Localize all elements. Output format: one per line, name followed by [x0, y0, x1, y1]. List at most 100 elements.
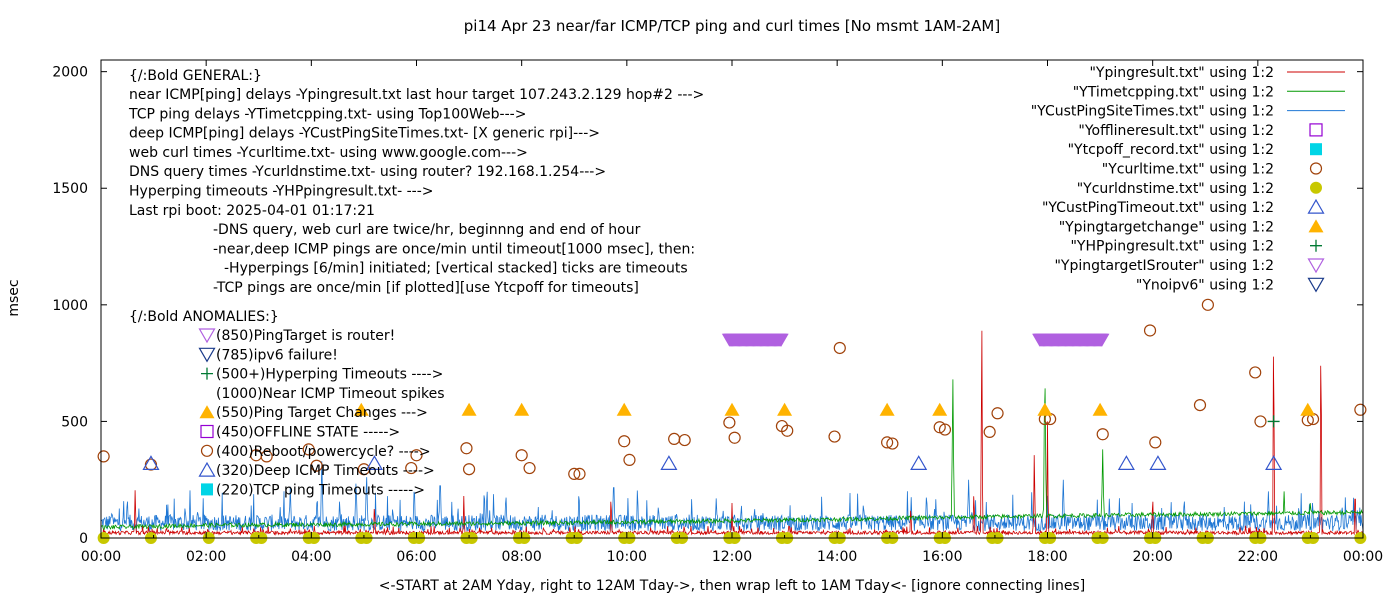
curl-point	[668, 432, 681, 446]
curl-point	[886, 437, 899, 450]
anomaly-symbol	[198, 461, 216, 477]
y-tick-label: 1000	[52, 298, 88, 314]
curl-point	[460, 442, 473, 455]
curl-point	[310, 459, 323, 472]
annotation-general-line: DNS query times -Ycurldnstime.txt- using…	[129, 164, 606, 180]
annotation-anomaly-line: (320)Deep ICMP Timeouts ---->	[216, 463, 435, 479]
annotation-anomaly-line: (400)Reboot/powercycle? ---->	[216, 444, 431, 460]
y-tick-label: 2000	[52, 65, 88, 81]
y-tick-label: 0	[79, 531, 88, 547]
plot-data	[97, 298, 1367, 544]
annotation-general-line: Hyperping timeouts -YHPpingresult.txt- -…	[129, 184, 434, 200]
annotation-general-line: web curl times -Ycurltime.txt- using www…	[129, 145, 528, 161]
x-axis-label: <-START at 2AM Yday, right to 12AM Tday-…	[379, 578, 1085, 594]
curl-point	[410, 449, 423, 462]
x-tick-label: 06:00	[396, 549, 436, 565]
legend-entry-label: "Ycurldnstime.txt" using 1:2	[1077, 181, 1274, 197]
curl-point	[933, 421, 946, 434]
legend-symbol-swatch	[1308, 219, 1324, 233]
deep-timeout-point	[1149, 455, 1167, 470]
x-tick-label: 22:00	[1238, 549, 1278, 565]
target-change-point	[932, 402, 948, 416]
deep-timeout-point	[910, 455, 928, 470]
curl-point	[515, 449, 528, 462]
curl-point	[462, 463, 476, 476]
legend-symbol-swatch	[1307, 277, 1325, 293]
x-tick-label: 16:00	[922, 549, 962, 565]
anomaly-symbol	[198, 347, 216, 363]
legend-entry-label: "Yofflineresult.txt" using 1:2	[1078, 123, 1274, 139]
deep-timeout-point	[660, 455, 678, 470]
curl-point	[723, 416, 736, 429]
curl-point	[1193, 398, 1207, 412]
deep-timeout-point	[1117, 455, 1135, 470]
annotation-note-line: -TCP pings are once/min [if plotted][use…	[213, 280, 639, 296]
annotation-anomaly-line: (220)TCP ping Timeouts ----->	[216, 482, 425, 498]
curl-point	[983, 425, 996, 439]
legend-entry-label: "Ypingresult.txt" using 1:2	[1089, 65, 1274, 81]
router-target-point	[1094, 333, 1110, 347]
legend-entry-label: "YCustPingSiteTimes.txt" using 1:2	[1031, 104, 1274, 120]
annotation-note-line: -DNS query, web curl are twice/hr, begin…	[213, 222, 641, 238]
target-change-point	[461, 402, 477, 416]
curl-point	[678, 433, 691, 447]
x-tick-label: 00:00	[1343, 549, 1383, 565]
series-line-tcp	[100, 379, 1364, 530]
annotation-anomaly-line: (500+)Hyperping Timeouts ---->	[216, 367, 443, 383]
target-change-point	[777, 402, 793, 416]
y-tick-label: 500	[61, 414, 88, 430]
legend-entry-label: "Ytcpoff_record.txt" using 1:2	[1068, 142, 1274, 158]
anomaly-symbol	[201, 483, 213, 496]
x-tick-label: 12:00	[712, 549, 752, 565]
x-tick-label: 04:00	[291, 549, 331, 565]
curl-point	[1201, 298, 1214, 311]
target-change-point	[353, 402, 369, 416]
target-change-point	[1037, 402, 1053, 416]
curl-point	[1354, 403, 1367, 416]
target-change-point	[514, 402, 530, 416]
legend-entry-label: "Ypingtargetchange" using 1:2	[1059, 219, 1274, 235]
curl-point	[881, 436, 894, 449]
chart-title: pi14 Apr 23 near/far ICMP/TCP ping and c…	[464, 17, 1000, 35]
curl-point	[97, 450, 110, 463]
legend-entry-label: "Ycurltime.txt" using 1:2	[1102, 162, 1274, 178]
x-tick-label: 00:00	[81, 549, 121, 565]
legend-symbol-swatch	[1310, 143, 1322, 156]
curl-point	[568, 467, 581, 480]
annotation-anomaly-line: (850)PingTarget is router!	[216, 328, 395, 344]
curl-point	[938, 423, 952, 436]
annotation-note-line: -near,deep ICMP pings are once/min until…	[213, 241, 695, 257]
curl-point	[728, 431, 741, 444]
deep-timeout-point	[142, 455, 160, 470]
curl-point	[1096, 428, 1109, 441]
annotation-anomalies-header: {/:Bold ANOMALIES:}	[129, 309, 279, 325]
annotation-general-line: near ICMP[ping] delays -Ypingresult.txt …	[129, 87, 704, 103]
deep-timeout-point	[365, 455, 383, 470]
curl-point	[833, 341, 846, 355]
curl-point	[144, 458, 158, 471]
anomaly-symbol	[201, 367, 213, 380]
router-target-point	[773, 333, 789, 347]
curl-point	[991, 407, 1004, 420]
curl-point	[623, 453, 636, 466]
annotation-general-line: Last rpi boot: 2025-04-01 01:17:21	[129, 203, 375, 219]
annotation-anomaly-line: (450)OFFLINE STATE ----->	[216, 425, 400, 441]
legend-symbol-swatch	[1307, 198, 1325, 214]
curl-point	[260, 450, 273, 463]
hyperping-point	[1267, 415, 1280, 428]
target-change-point	[879, 402, 895, 416]
target-change-point	[724, 402, 740, 416]
x-tick-label: 10:00	[607, 549, 647, 565]
y-axis-label: msec	[6, 279, 22, 316]
anomaly-symbol	[199, 405, 215, 419]
legend: "Ypingresult.txt" using 1:2 "YTimetcpping…	[1031, 65, 1345, 293]
legend-symbol-swatch	[1309, 123, 1323, 137]
annotation-general-line: TCP ping delays -YTimetcpping.txt- using…	[128, 106, 526, 122]
curl-point	[618, 435, 631, 448]
legend-entry-label: "Ynoipv6" using 1:2	[1136, 277, 1274, 293]
annotation-general-header: {/:Bold GENERAL:}	[129, 68, 262, 84]
curl-point	[1143, 324, 1157, 337]
annotation-anomaly-line: (550)Ping Target Changes --->	[216, 405, 428, 421]
x-tick-label: 14:00	[817, 549, 857, 565]
